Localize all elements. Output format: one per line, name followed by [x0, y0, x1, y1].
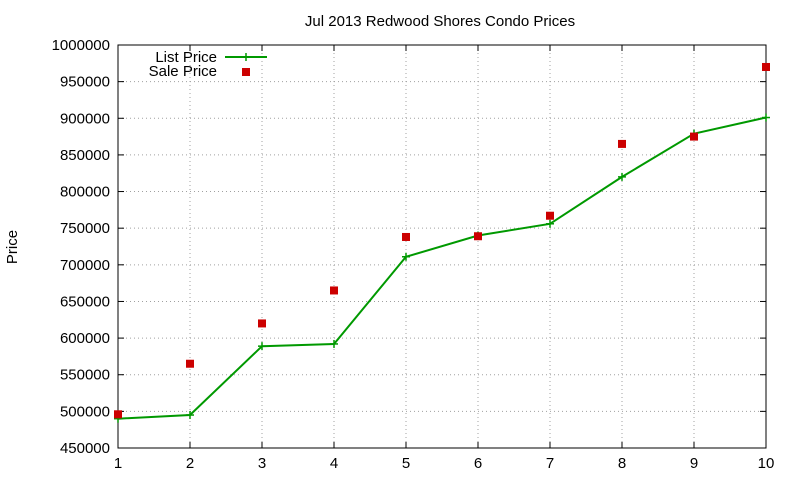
x-tick-labels: 1 2 3 4 5 6 7 8 9 10: [114, 455, 775, 472]
series-group: [114, 62, 770, 423]
point-sale-price: [258, 319, 266, 328]
y-tick-label: 700000: [60, 257, 110, 274]
x-tick-label: 6: [474, 455, 482, 472]
point-sale-price: [402, 232, 410, 241]
x-tick-label: 2: [186, 455, 194, 472]
plot-frame: [117, 44, 767, 449]
point-sale-price: [690, 132, 698, 141]
x-tick-label: 3: [258, 455, 266, 472]
y-tick-labels: 450000 500000 550000 600000 650000 700000 7500…: [52, 37, 110, 457]
point-list-price: [258, 342, 266, 351]
y-tick-label: 550000: [60, 367, 110, 384]
y-tick-label: 800000: [60, 184, 110, 201]
y-tick-label: 950000: [60, 74, 110, 91]
y-tick-label: 1000000: [52, 37, 110, 54]
y-tick-label: 650000: [60, 293, 110, 310]
point-sale-price: [114, 410, 122, 419]
y-tick-label: 500000: [60, 403, 110, 420]
grid: [118, 45, 766, 448]
x-tick-label: 4: [330, 455, 338, 472]
series-line-list-price: [117, 116, 767, 420]
point-sale-price: [186, 359, 194, 368]
x-tick-label: 10: [758, 455, 775, 472]
point-sale-price: [546, 211, 554, 220]
legend-marker-sale-price: [242, 68, 250, 76]
chart-title: Jul 2013 Redwood Shores Condo Prices: [305, 13, 575, 30]
point-list-price: [546, 219, 554, 228]
point-list-price: [618, 172, 626, 181]
y-tick-label: 450000: [60, 440, 110, 457]
point-sale-price: [762, 62, 770, 71]
y-tick-label: 850000: [60, 147, 110, 164]
point-sale-price: [474, 232, 482, 241]
y-tick-label: 900000: [60, 110, 110, 127]
x-tick-label: 8: [618, 455, 626, 472]
legend: List Price Sale Price: [149, 49, 267, 80]
point-sale-price: [330, 286, 338, 295]
point-sale-price: [618, 139, 626, 148]
legend-label-list-price: List Price: [155, 49, 217, 66]
point-list-price: [402, 252, 410, 261]
point-list-price: [330, 339, 338, 348]
x-tick-label: 5: [402, 455, 410, 472]
legend-marker-list-price: [242, 53, 250, 61]
y-axis-label: Price: [4, 230, 21, 264]
point-list-price: [762, 113, 770, 122]
x-tick-label: 1: [114, 455, 122, 472]
point-list-price: [186, 411, 194, 420]
legend-label-sale-price: Sale Price: [149, 63, 217, 80]
x-tick-label: 9: [690, 455, 698, 472]
y-tick-label: 750000: [60, 220, 110, 237]
x-tick-label: 7: [546, 455, 554, 472]
y-tick-label: 600000: [60, 330, 110, 347]
